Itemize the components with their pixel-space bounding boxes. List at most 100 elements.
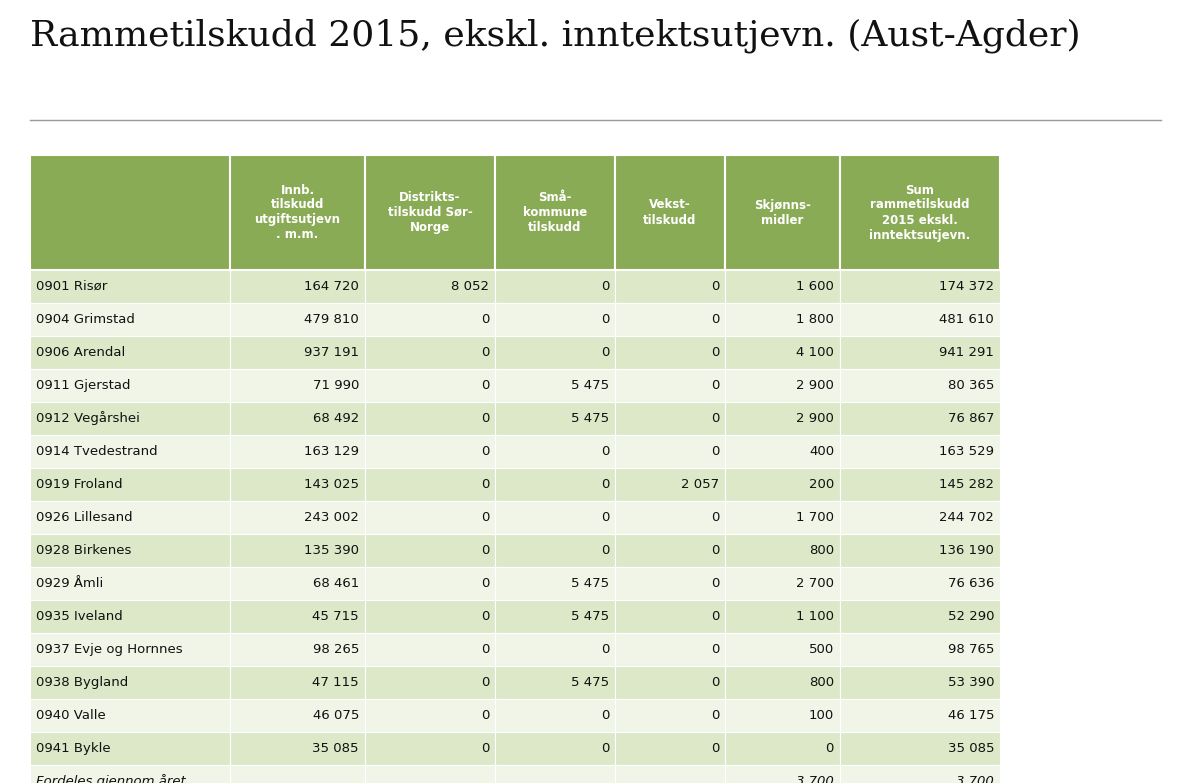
Text: 0: 0: [481, 643, 490, 656]
Text: Fordeles gjennom året: Fordeles gjennom året: [36, 774, 186, 783]
Text: 0: 0: [481, 412, 490, 425]
Bar: [364, 633, 495, 666]
Text: 0: 0: [600, 643, 609, 656]
Text: Distrikts-
tilskudd Sør-
Norge: Distrikts- tilskudd Sør- Norge: [387, 191, 473, 234]
Text: 163 129: 163 129: [304, 445, 358, 458]
Text: 0: 0: [711, 346, 719, 359]
Bar: [364, 435, 495, 468]
Bar: [725, 765, 840, 783]
Bar: [840, 435, 1000, 468]
Bar: [30, 567, 230, 600]
Bar: [495, 600, 615, 633]
Bar: [230, 336, 364, 369]
Bar: [495, 765, 615, 783]
Bar: [230, 567, 364, 600]
Bar: [615, 534, 725, 567]
Text: 5 475: 5 475: [570, 379, 609, 392]
Bar: [840, 336, 1000, 369]
Bar: [725, 534, 840, 567]
Bar: [495, 270, 615, 303]
Text: 143 025: 143 025: [304, 478, 358, 491]
Bar: [615, 666, 725, 699]
Bar: [840, 666, 1000, 699]
Bar: [364, 765, 495, 783]
Text: 46 075: 46 075: [312, 709, 358, 722]
Bar: [615, 435, 725, 468]
Text: 0904 Grimstad: 0904 Grimstad: [36, 313, 135, 326]
Bar: [230, 435, 364, 468]
Text: 0: 0: [481, 577, 490, 590]
Bar: [840, 732, 1000, 765]
Bar: [725, 567, 840, 600]
Bar: [364, 666, 495, 699]
Bar: [30, 600, 230, 633]
Text: Innb.
tilskudd
utgiftsutjevn
. m.m.: Innb. tilskudd utgiftsutjevn . m.m.: [255, 183, 341, 241]
Text: 0906 Arendal: 0906 Arendal: [36, 346, 125, 359]
Bar: [840, 468, 1000, 501]
Text: 0: 0: [711, 610, 719, 623]
Bar: [725, 666, 840, 699]
Text: 0: 0: [711, 412, 719, 425]
Bar: [725, 155, 840, 270]
Text: 45 715: 45 715: [312, 610, 358, 623]
Bar: [495, 155, 615, 270]
Text: 0: 0: [481, 313, 490, 326]
Bar: [230, 270, 364, 303]
Text: 5 475: 5 475: [570, 577, 609, 590]
Bar: [615, 732, 725, 765]
Bar: [495, 732, 615, 765]
Bar: [725, 699, 840, 732]
Text: 5 475: 5 475: [570, 610, 609, 623]
Bar: [30, 732, 230, 765]
Text: 5 475: 5 475: [570, 412, 609, 425]
Bar: [840, 303, 1000, 336]
Bar: [725, 435, 840, 468]
Bar: [495, 501, 615, 534]
Bar: [840, 369, 1000, 402]
Bar: [30, 765, 230, 783]
Text: 53 390: 53 390: [948, 676, 994, 689]
Bar: [230, 765, 364, 783]
Text: 76 636: 76 636: [948, 577, 994, 590]
Bar: [495, 369, 615, 402]
Text: 8 052: 8 052: [451, 280, 490, 293]
Text: 0: 0: [711, 511, 719, 524]
Bar: [30, 270, 230, 303]
Bar: [725, 600, 840, 633]
Text: 481 610: 481 610: [940, 313, 994, 326]
Bar: [725, 633, 840, 666]
Text: 46 175: 46 175: [948, 709, 994, 722]
Text: 0901 Risør: 0901 Risør: [36, 280, 107, 293]
Bar: [230, 303, 364, 336]
Text: 98 765: 98 765: [948, 643, 994, 656]
Bar: [364, 468, 495, 501]
Text: 0: 0: [481, 709, 490, 722]
Bar: [364, 699, 495, 732]
Text: 0: 0: [711, 544, 719, 557]
Bar: [230, 468, 364, 501]
Bar: [364, 270, 495, 303]
Bar: [725, 369, 840, 402]
Text: 0911 Gjerstad: 0911 Gjerstad: [36, 379, 131, 392]
Bar: [364, 369, 495, 402]
Bar: [725, 402, 840, 435]
Text: 0914 Tvedestrand: 0914 Tvedestrand: [36, 445, 157, 458]
Bar: [495, 534, 615, 567]
Bar: [30, 303, 230, 336]
Text: 0938 Bygland: 0938 Bygland: [36, 676, 129, 689]
Text: 80 365: 80 365: [948, 379, 994, 392]
Text: 400: 400: [809, 445, 834, 458]
Text: 0: 0: [481, 445, 490, 458]
Bar: [30, 468, 230, 501]
Text: 0: 0: [481, 742, 490, 755]
Bar: [495, 567, 615, 600]
Bar: [495, 435, 615, 468]
Bar: [840, 567, 1000, 600]
Bar: [725, 501, 840, 534]
Text: 0912 Vegårshei: 0912 Vegårshei: [36, 412, 139, 425]
Bar: [840, 699, 1000, 732]
Bar: [840, 501, 1000, 534]
Bar: [30, 666, 230, 699]
Text: 0: 0: [711, 379, 719, 392]
Bar: [840, 155, 1000, 270]
